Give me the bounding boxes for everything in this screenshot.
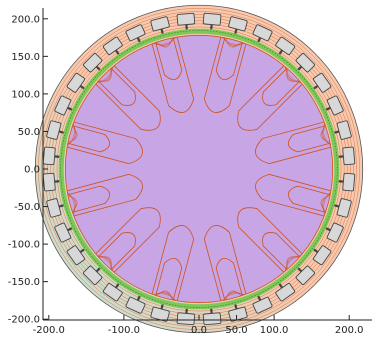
stator-field-line [38, 8, 360, 330]
rotor-flux-loop [65, 173, 143, 218]
rotor-flux-loop [150, 35, 195, 113]
x-tick-label: 200.0 [335, 325, 364, 336]
stator-field-line [53, 23, 345, 315]
rotor-flux-loop [203, 225, 248, 303]
y-tick-label: -200.0 [8, 315, 40, 326]
y-tick-label: 0.0 [24, 165, 40, 176]
rotor-flux-loop [203, 35, 248, 113]
stator-slot [150, 16, 170, 37]
y-tick-label: -50.0 [14, 202, 40, 213]
stator-slot [46, 198, 67, 218]
y-tick-label: 150.0 [11, 52, 40, 63]
y-tick-label: -100.0 [8, 240, 40, 251]
x-tick-label: -100.0 [108, 325, 140, 336]
y-tick-label: 100.0 [11, 89, 40, 100]
rotor-flux-loop [255, 173, 333, 218]
rotor-flux-loop [92, 207, 161, 276]
stator-field-line [41, 11, 357, 327]
rotor-field-lines [65, 35, 333, 303]
stator-slot [228, 301, 248, 322]
y-tick-label: 200.0 [11, 14, 40, 25]
x-tick-label: 50.0 [225, 325, 247, 336]
air-gap-band [58, 28, 340, 310]
rotor-flux-loop [65, 120, 143, 165]
stator-slot [202, 306, 222, 326]
rotor-flux-loop [150, 225, 195, 303]
x-tick-label: 0.0 [191, 325, 207, 336]
machine-cross-section [34, 4, 364, 334]
rotor-flux-loop [237, 207, 306, 276]
stator-slot [331, 120, 352, 140]
y-tick-label: -150.0 [8, 277, 40, 288]
rotor-flux-loop [92, 62, 161, 131]
y-tick-label: 50.0 [18, 127, 40, 138]
rotor-flux-loop [237, 62, 306, 131]
stator-field-line [56, 26, 342, 312]
x-tick-label: 100.0 [260, 325, 289, 336]
axes: 200.0 150.0 100.0 50.0 0.0 -50.0 -100.0 -150.0 -… [8, 8, 372, 336]
rotor-flux-loop [255, 120, 333, 165]
stator-slot [83, 265, 103, 285]
stator-bore [60, 30, 338, 308]
x-tick-label: -200.0 [33, 325, 65, 336]
